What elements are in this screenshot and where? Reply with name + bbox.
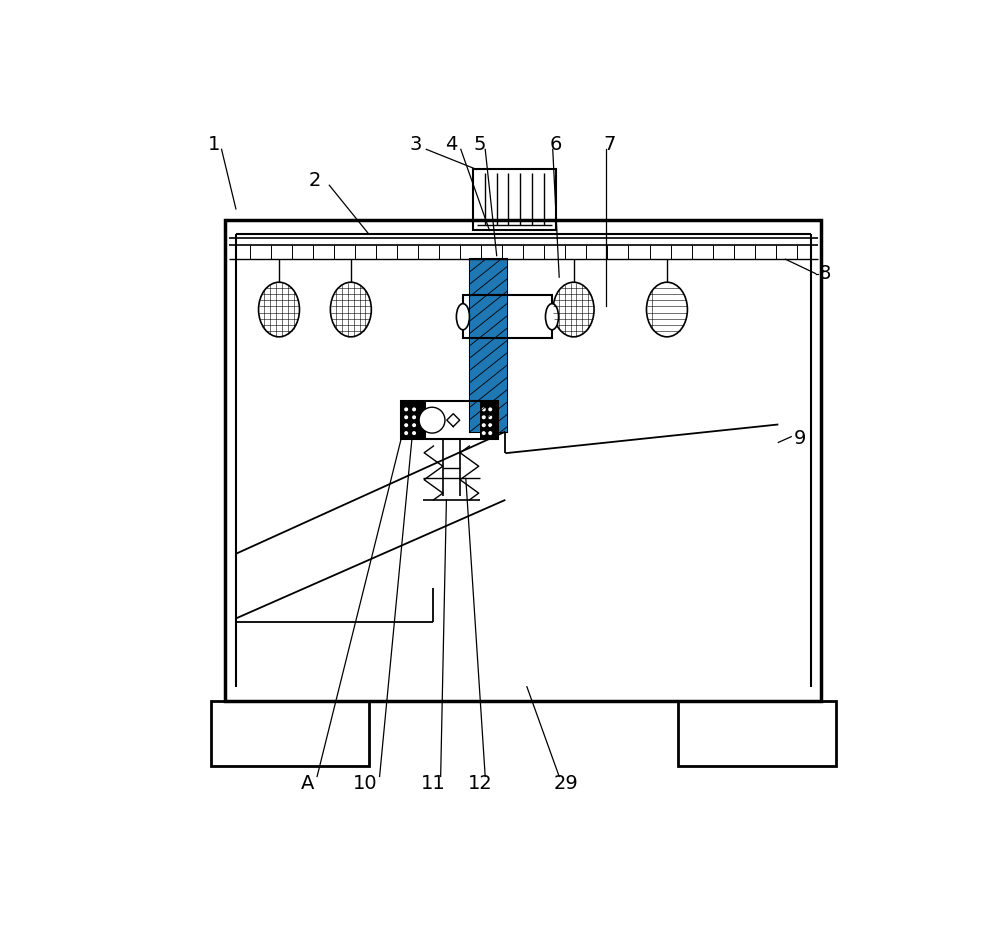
Text: 7: 7 bbox=[603, 134, 616, 154]
Bar bbox=[480, 401, 498, 439]
Bar bbox=[211, 701, 369, 766]
Text: A: A bbox=[301, 774, 314, 793]
Bar bbox=[678, 701, 836, 766]
Bar bbox=[401, 401, 426, 439]
Bar bbox=[401, 401, 498, 439]
Circle shape bbox=[488, 408, 492, 411]
Circle shape bbox=[412, 431, 416, 435]
Ellipse shape bbox=[553, 282, 594, 337]
Bar bbox=[470, 259, 507, 432]
Circle shape bbox=[488, 431, 492, 435]
Circle shape bbox=[482, 431, 486, 435]
Bar bbox=[463, 295, 552, 339]
Text: 3: 3 bbox=[409, 134, 422, 154]
Circle shape bbox=[412, 415, 416, 419]
Text: 29: 29 bbox=[554, 774, 579, 793]
Circle shape bbox=[488, 424, 492, 427]
Text: 10: 10 bbox=[353, 774, 378, 793]
Bar bbox=[225, 219, 821, 701]
Text: 11: 11 bbox=[421, 774, 446, 793]
Circle shape bbox=[419, 407, 445, 433]
Bar bbox=[470, 259, 507, 432]
Circle shape bbox=[404, 408, 408, 411]
Circle shape bbox=[482, 415, 486, 419]
Text: 2: 2 bbox=[309, 171, 321, 189]
Text: 9: 9 bbox=[794, 429, 806, 449]
Text: 4: 4 bbox=[445, 134, 458, 154]
Ellipse shape bbox=[330, 282, 371, 337]
Text: 12: 12 bbox=[468, 774, 493, 793]
Text: 6: 6 bbox=[549, 134, 562, 154]
Text: 5: 5 bbox=[474, 134, 486, 154]
Ellipse shape bbox=[259, 282, 299, 337]
Ellipse shape bbox=[646, 282, 687, 337]
Circle shape bbox=[412, 408, 416, 411]
Circle shape bbox=[404, 431, 408, 435]
Circle shape bbox=[404, 415, 408, 419]
Circle shape bbox=[412, 424, 416, 427]
Circle shape bbox=[482, 408, 486, 411]
Ellipse shape bbox=[545, 303, 559, 329]
Circle shape bbox=[404, 424, 408, 427]
Circle shape bbox=[482, 424, 486, 427]
Text: 1: 1 bbox=[208, 134, 221, 154]
Bar bbox=[473, 170, 556, 230]
Text: 8: 8 bbox=[819, 264, 831, 283]
Ellipse shape bbox=[456, 303, 469, 329]
Circle shape bbox=[488, 415, 492, 419]
